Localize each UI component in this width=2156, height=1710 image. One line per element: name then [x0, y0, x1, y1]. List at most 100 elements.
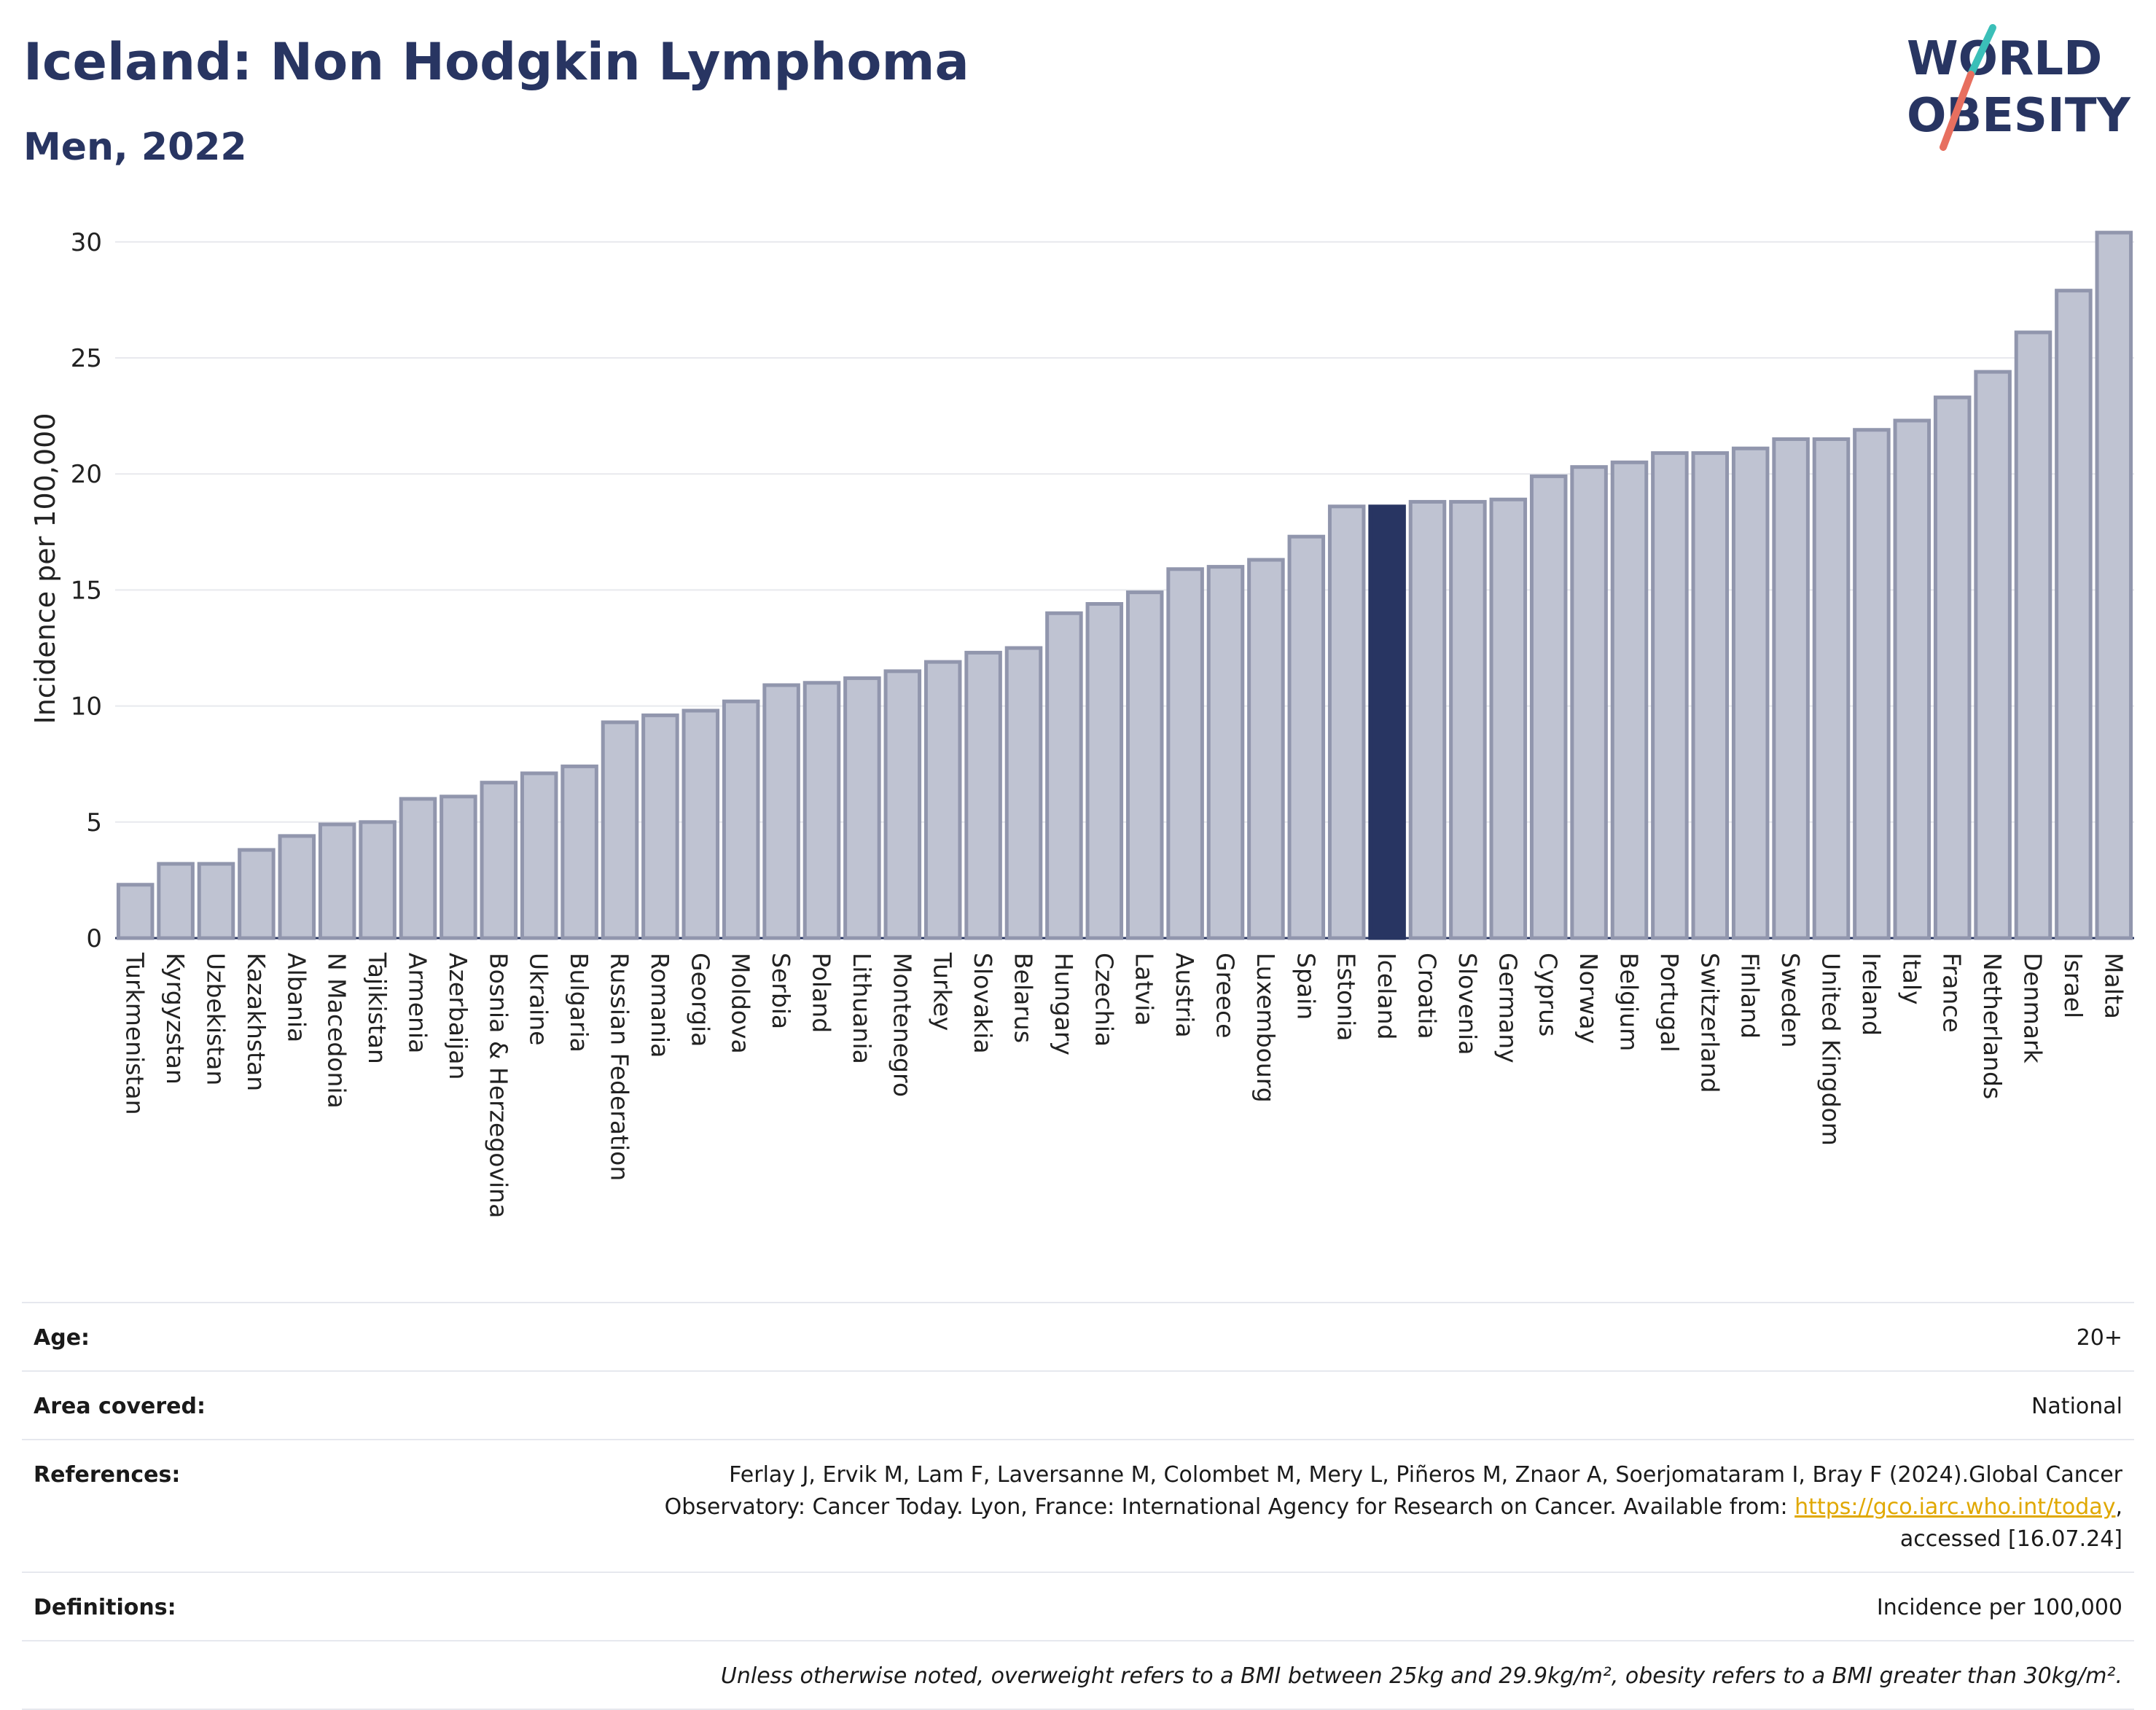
- x-tick-label: Turkmenistan: [121, 952, 149, 1115]
- references-line-3: accessed [16.07.24]: [1899, 1526, 2122, 1552]
- x-tick-label: Tajikistan: [363, 952, 391, 1064]
- x-tick-label: Slovenia: [1453, 953, 1482, 1055]
- bar-germany: [1489, 497, 1528, 940]
- meta-age-value: 20+: [2076, 1325, 2122, 1351]
- x-tick-label: Serbia: [767, 953, 795, 1029]
- bar-russian-federation: [601, 720, 639, 940]
- meta-references-value: Ferlay J, Ervik M, Lam F, Laversanne M, …: [665, 1459, 2122, 1555]
- bar-cyprus: [1529, 474, 1568, 940]
- x-tick-label: Iceland: [1372, 953, 1401, 1039]
- bar-iceland: [1368, 504, 1406, 940]
- y-tick-label: 5: [86, 808, 102, 838]
- bar-switzerland: [1691, 451, 1730, 940]
- meta-age-label: Age:: [34, 1325, 90, 1351]
- bar-sweden: [1772, 437, 1810, 940]
- x-tick-label: Turkey: [929, 952, 957, 1031]
- bar-finland: [1731, 446, 1770, 940]
- bar-czechia: [1085, 602, 1124, 940]
- bar-uzbekistan: [197, 862, 235, 940]
- bar-israel: [2055, 289, 2093, 940]
- bar-ireland: [1853, 428, 1891, 940]
- bar-turkmenistan: [116, 883, 155, 940]
- bar-portugal: [1651, 451, 1689, 940]
- bar-turkey: [923, 660, 962, 940]
- y-tick-label: 10: [71, 692, 102, 722]
- x-tick-label: Cyprus: [1534, 953, 1563, 1036]
- bar-bosnia-herzegovina: [480, 781, 518, 940]
- x-tick-label: Spain: [1292, 953, 1320, 1020]
- x-tick-label: Poland: [808, 953, 836, 1033]
- bar-croatia: [1408, 499, 1447, 940]
- x-tick-label: Azerbaijan: [444, 953, 472, 1080]
- x-tick-label: Luxembourg: [1251, 953, 1280, 1103]
- bar-austria: [1166, 567, 1204, 940]
- x-tick-label: Switzerland: [1695, 953, 1724, 1093]
- x-tick-label: Finland: [1736, 953, 1765, 1039]
- x-tick-label: France: [1938, 953, 1966, 1033]
- bar-n-macedonia: [318, 822, 356, 940]
- x-tick-label: N Macedonia: [323, 953, 351, 1109]
- x-tick-label: Estonia: [1332, 953, 1361, 1041]
- bar-slovenia: [1449, 499, 1487, 940]
- x-tick-label: Moldova: [727, 953, 755, 1054]
- x-tick-label: Montenegro: [888, 953, 916, 1097]
- bar-chart: 0 5 10 15 20 25 30 Turkmenistan Kyrgyzstan Uzbek…: [29, 228, 2134, 1218]
- bar-luxembourg: [1247, 558, 1285, 940]
- y-tick-label: 0: [86, 924, 102, 953]
- x-tick-label: Czechia: [1090, 953, 1118, 1047]
- meta-row-definitions: Definitions: Incidence per 100,000: [22, 1572, 2134, 1640]
- y-tick-label: 30: [71, 228, 102, 257]
- logo-slash-top: [1967, 24, 1996, 78]
- references-line-1: Ferlay J, Ervik M, Lam F, Laversanne M, …: [729, 1462, 2122, 1488]
- references-link[interactable]: https://gco.iarc.who.int/today: [1794, 1494, 2116, 1520]
- x-tick-label: Croatia: [1413, 953, 1442, 1039]
- bar-denmark: [2014, 330, 2053, 940]
- bar-lithuania: [843, 676, 881, 940]
- bar-spain: [1287, 534, 1326, 940]
- metadata-table: Age: 20+ Area covered: National Referenc…: [22, 1302, 2134, 1710]
- x-tick-label: Armenia: [404, 953, 432, 1053]
- y-axis-title: Incidence per 100,000: [29, 413, 61, 724]
- x-tick-label: Malta: [2099, 953, 2128, 1019]
- bar-kyrgyzstan: [157, 862, 195, 940]
- page-subtitle: Men, 2022: [23, 125, 247, 169]
- y-tick-label: 25: [71, 344, 102, 373]
- bar-greece: [1206, 565, 1245, 940]
- bar-tajikistan: [359, 820, 397, 940]
- x-tick-label: Uzbekistan: [202, 953, 230, 1085]
- x-tick-label: Portugal: [1655, 953, 1684, 1053]
- logo-text-bottom: OBESITY: [1907, 89, 2130, 143]
- x-tick-label: Russian Federation: [606, 953, 634, 1181]
- meta-note: Unless otherwise noted, overweight refer…: [720, 1663, 2122, 1689]
- bar-netherlands: [1974, 370, 2012, 940]
- x-tick-label: Denmark: [2019, 953, 2047, 1064]
- bar-armenia: [399, 797, 437, 940]
- bar-romania: [641, 713, 679, 940]
- meta-definitions-value: Incidence per 100,000: [1876, 1595, 2122, 1620]
- meta-area-label: Area covered:: [34, 1394, 206, 1419]
- bar-albania: [278, 834, 316, 940]
- meta-row-references: References: Ferlay J, Ervik M, Lam F, La…: [22, 1439, 2134, 1572]
- references-comma: ,: [2115, 1494, 2122, 1520]
- meta-definitions-label: Definitions:: [34, 1595, 176, 1620]
- bar-georgia: [681, 708, 720, 940]
- x-tick-label: Greece: [1211, 953, 1240, 1038]
- x-tick-label: Hungary: [1050, 953, 1078, 1055]
- bar-hungary: [1045, 611, 1083, 940]
- x-tick-label: Norway: [1574, 953, 1603, 1044]
- x-tick-label: Slovakia: [969, 953, 997, 1054]
- bar-azerbaijan: [440, 795, 477, 940]
- bar-estonia: [1327, 504, 1366, 940]
- bar-bulgaria: [561, 764, 598, 940]
- x-tick-label: Lithuania: [848, 953, 876, 1064]
- meta-row-note: Unless otherwise noted, overweight refer…: [22, 1640, 2134, 1710]
- x-tick-label: Romania: [646, 953, 674, 1058]
- bars: [116, 230, 2133, 940]
- x-tick-label: Austria: [1171, 953, 1199, 1038]
- meta-row-age: Age: 20+: [22, 1302, 2134, 1370]
- x-tick-label: Netherlands: [1978, 953, 2007, 1099]
- x-tick-label: Italy: [1897, 953, 1926, 1005]
- logo-slash-bottom: [1940, 71, 1975, 151]
- x-tick-label: Bosnia & Herzegovina: [484, 953, 512, 1218]
- y-tick-label: 20: [71, 460, 102, 489]
